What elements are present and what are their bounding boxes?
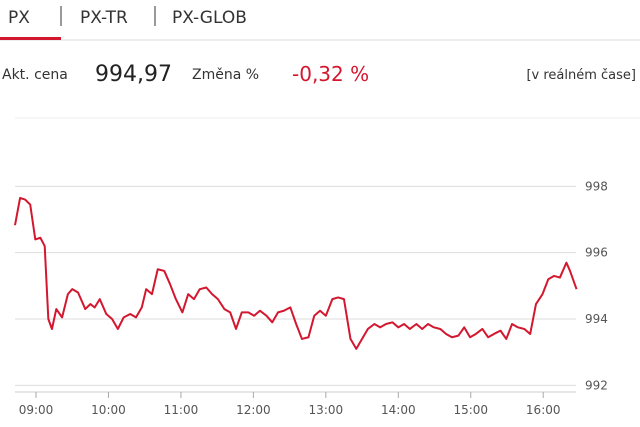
- y-tick-label: 996: [585, 246, 608, 260]
- y-tick-label: 994: [585, 312, 608, 326]
- x-tick-label: 14:00: [381, 403, 416, 417]
- tab[interactable]: PX-GLOB: [172, 8, 247, 28]
- x-tick-label: 11:00: [164, 403, 199, 417]
- x-tick-label: 12:00: [236, 403, 271, 417]
- x-tick-label: 16:00: [526, 403, 561, 417]
- x-tick-label: 15:00: [453, 403, 488, 417]
- tab[interactable]: PX-TR: [80, 8, 128, 28]
- active-tab-indicator: [0, 37, 61, 40]
- change-label: Změna %: [192, 67, 259, 83]
- x-tick-label: 09:00: [19, 403, 54, 417]
- x-tick-label: 10:00: [91, 403, 126, 417]
- realtime-note: [v reálném čase]: [526, 68, 636, 83]
- plot: 992 994 996 998 09:00 10:00 11:00 12:00 13:00 14:…: [14, 179, 608, 417]
- tab[interactable]: PX: [8, 8, 30, 28]
- y-tick-label: 998: [585, 179, 608, 193]
- price-label: Akt. cena: [2, 67, 68, 83]
- x-tick-label: 13:00: [309, 403, 344, 417]
- change: -0,32 %: [292, 62, 369, 86]
- y-tick-label: 992: [585, 378, 608, 392]
- price: 994,97: [95, 62, 172, 87]
- price-line: [14, 196, 578, 350]
